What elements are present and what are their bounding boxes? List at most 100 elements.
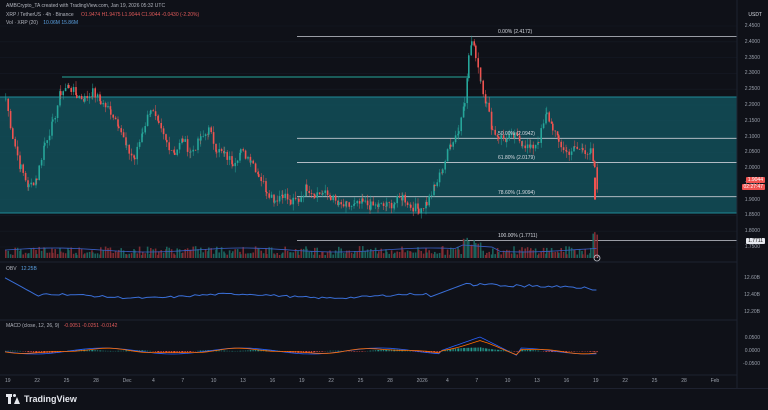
macd-histogram-bar: [35, 351, 37, 353]
candle-body: [318, 192, 321, 194]
obv-legend[interactable]: OBV 12.25B: [6, 266, 37, 272]
volume-bar: [314, 247, 316, 258]
candle-body: [192, 149, 194, 152]
volume-ma-line: [4, 244, 597, 253]
volume-bar: [48, 252, 51, 258]
macd-histogram-bar: [462, 348, 465, 352]
candle-body: [122, 132, 125, 138]
candle-body: [48, 135, 51, 141]
volume-bar: [471, 244, 473, 258]
candle-body: [573, 146, 575, 152]
volume-bar: [224, 253, 226, 258]
volume-bar: [370, 248, 372, 258]
macd-histogram-bar: [488, 348, 490, 352]
candle-body: [157, 116, 159, 121]
volume-bar: [260, 250, 262, 258]
volume-legend[interactable]: Vol · XRP (20) 10.06M 15.86M: [6, 20, 78, 26]
volume-bar: [406, 250, 409, 258]
macd-histogram-bar: [247, 350, 249, 352]
obv-tick-3: 12.20B: [744, 309, 760, 315]
candle-body: [521, 141, 523, 147]
candle-body: [292, 197, 294, 205]
price-tick: 2.1500: [744, 117, 760, 124]
volume-bar: [310, 251, 313, 258]
volume-bar: [16, 247, 19, 258]
volume-bar: [112, 252, 114, 258]
macd-histogram-bar: [422, 351, 425, 353]
candle-body: [142, 132, 144, 134]
candle-body: [80, 95, 83, 99]
macd-histogram-bar: [374, 350, 377, 352]
macd-histogram-bar: [434, 351, 436, 353]
candle-body: [232, 164, 234, 167]
volume-bar: [286, 250, 289, 258]
macd-legend[interactable]: MACD (close, 12, 26, 9) -0.0051 -0.0251 …: [6, 323, 117, 329]
candle-body: [550, 121, 553, 124]
macd-histogram-bar: [24, 351, 27, 352]
volume-bar: [458, 249, 460, 258]
volume-bar: [552, 252, 554, 258]
macd-histogram-bar: [99, 350, 101, 352]
candle-body: [247, 156, 249, 159]
volume-bar: [244, 253, 247, 258]
candle-body: [518, 135, 521, 142]
candle-body: [282, 194, 284, 198]
symbol-info[interactable]: XRP / TetherUS · 4h · Binance O1.9474 H1…: [6, 12, 199, 18]
time-tick: 7: [475, 378, 479, 384]
candle-body: [380, 203, 382, 204]
candle-body: [117, 119, 119, 127]
volume-bar: [36, 254, 38, 258]
volume-bar: [475, 243, 477, 258]
macd-histogram-bar: [502, 350, 505, 352]
candle-body: [390, 202, 393, 209]
candle-body: [592, 148, 594, 162]
time-tick: 13: [534, 378, 540, 384]
price-tick: 2.4500: [744, 23, 760, 29]
macd-histogram-bar: [190, 351, 192, 352]
candle-body: [204, 134, 207, 136]
volume-bar: [12, 254, 14, 258]
candle-body: [420, 208, 422, 214]
time-tick: 4: [152, 378, 155, 384]
candle-body: [44, 142, 46, 146]
candle-body: [5, 98, 7, 100]
candle-body: [308, 190, 310, 193]
macd-histogram-bar: [546, 351, 548, 352]
volume-bar: [76, 254, 78, 258]
volume-bar: [450, 247, 452, 258]
candle-body: [294, 197, 297, 199]
candle-body: [348, 202, 350, 207]
volume-bar: [516, 254, 518, 258]
candle-body: [150, 110, 152, 114]
candle-body: [486, 102, 488, 104]
volume-bar: [486, 252, 488, 258]
volume-bar: [7, 250, 9, 258]
candle-body: [92, 88, 94, 97]
candle-body: [202, 135, 204, 137]
volume-bar: [92, 252, 94, 258]
volume-bar: [532, 250, 534, 258]
candle-body: [426, 201, 428, 206]
volume-bar: [534, 248, 537, 258]
volume-bar: [86, 252, 88, 258]
macd-histogram-bar: [27, 351, 29, 352]
volume-bar: [378, 251, 380, 258]
macd-histogram-bar: [464, 347, 466, 352]
macd-histogram-bar: [30, 351, 32, 353]
macd-histogram-bar: [406, 350, 409, 352]
volume-bar: [128, 253, 130, 258]
macd-histogram-bar: [250, 350, 252, 352]
alert-clock-hand: [596, 256, 599, 259]
volume-bar: [104, 246, 107, 258]
time-tick: Dec: [122, 378, 132, 384]
volume-bar: [484, 254, 487, 258]
macd-histogram-bar: [186, 351, 189, 353]
tradingview-logo[interactable]: TradingView: [6, 394, 77, 404]
candle-body: [9, 111, 12, 129]
volume-bar: [422, 253, 425, 258]
fib-price-tag: 1.7711: [746, 238, 765, 244]
candle-body: [102, 103, 104, 105]
macd-histogram-bar: [94, 350, 96, 352]
macd-histogram-bar: [460, 348, 462, 352]
